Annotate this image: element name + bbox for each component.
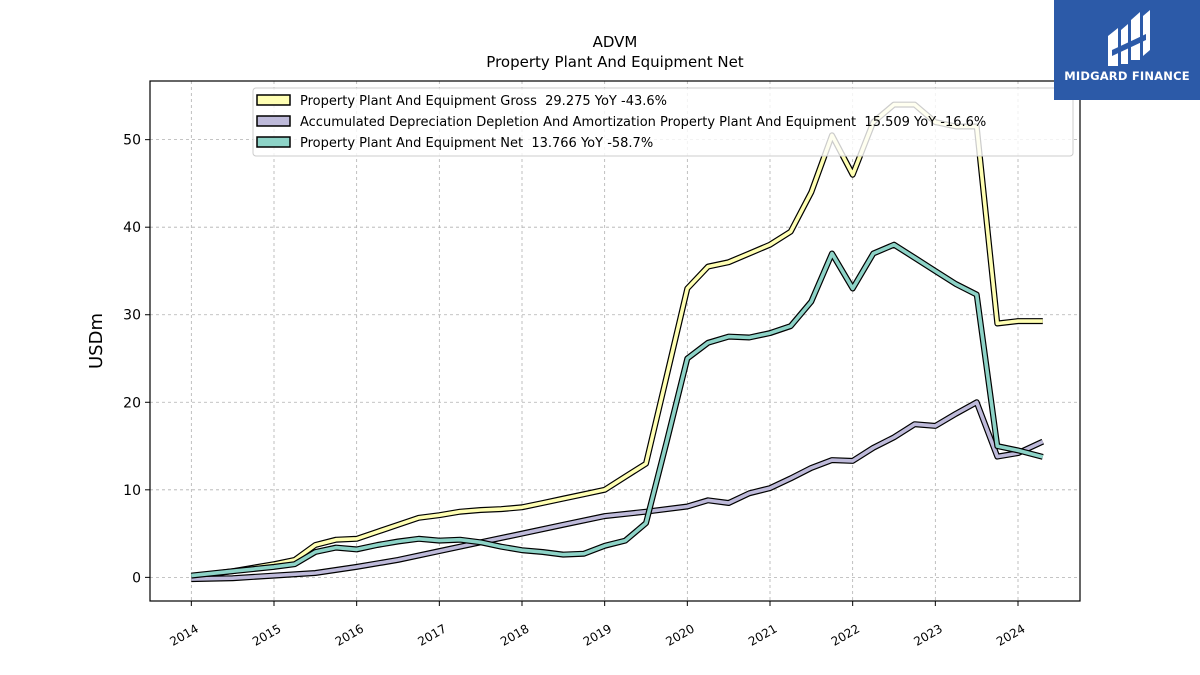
x-axis: 2014 2015 2016 2017 2018 2019 2020 2021 2022 2023… [167, 601, 1028, 649]
legend-swatch-2 [256, 115, 291, 127]
x-tick-label: 2017 [415, 621, 448, 648]
y-axis: 0 10 20 30 40 50 [123, 133, 150, 586]
x-tick-label: 2014 [167, 621, 200, 648]
x-tick-label: 2022 [829, 621, 862, 648]
legend-label-1: Property Plant And Equipment Gross 29.27… [300, 94, 667, 109]
series-outline-3 [190, 241, 1044, 579]
x-tick-label: 2024 [994, 621, 1027, 648]
y-tick-label: 20 [123, 395, 141, 411]
y-tick-label: 10 [123, 483, 141, 499]
series-lines [190, 101, 1045, 583]
x-tick-label: 2015 [250, 621, 283, 648]
x-tick-label: 2018 [498, 621, 531, 648]
x-tick-label: 2020 [663, 621, 696, 648]
y-tick-label: 40 [123, 220, 141, 236]
y-tick-label: 50 [123, 133, 141, 149]
y-axis-label: USDm [86, 313, 107, 369]
x-tick-label: 2016 [333, 621, 366, 648]
series-outline-1 [190, 101, 1043, 580]
series-line-1 [191, 102, 1043, 579]
legend-label-3: Property Plant And Equipment Net 13.766 … [300, 136, 653, 151]
brand-logo: MIDGARD FINANCE [1054, 0, 1200, 100]
legend-box [252, 87, 1074, 157]
series-line-2 [191, 400, 1044, 581]
brand-name: MIDGARD FINANCE [1064, 69, 1190, 83]
x-tick-label: 2023 [911, 621, 944, 648]
chart-title: ADVM [593, 33, 638, 51]
y-tick-label: 0 [132, 570, 141, 586]
plot-frame [149, 80, 1081, 602]
legend-swatch-3 [256, 136, 291, 148]
legend: Property Plant And Equipment Gross 29.27… [252, 87, 1074, 157]
chart-subtitle: Property Plant And Equipment Net [486, 53, 743, 71]
series-line-3 [191, 242, 1044, 578]
grid [150, 81, 1080, 601]
legend-swatch-1 [256, 94, 291, 106]
y-tick-label: 30 [123, 308, 141, 324]
x-tick-label: 2019 [581, 621, 614, 648]
midgard-logo-icon [1108, 10, 1150, 66]
x-tick-label: 2021 [746, 621, 779, 648]
legend-label-2: Accumulated Depreciation Depletion And A… [300, 115, 986, 130]
